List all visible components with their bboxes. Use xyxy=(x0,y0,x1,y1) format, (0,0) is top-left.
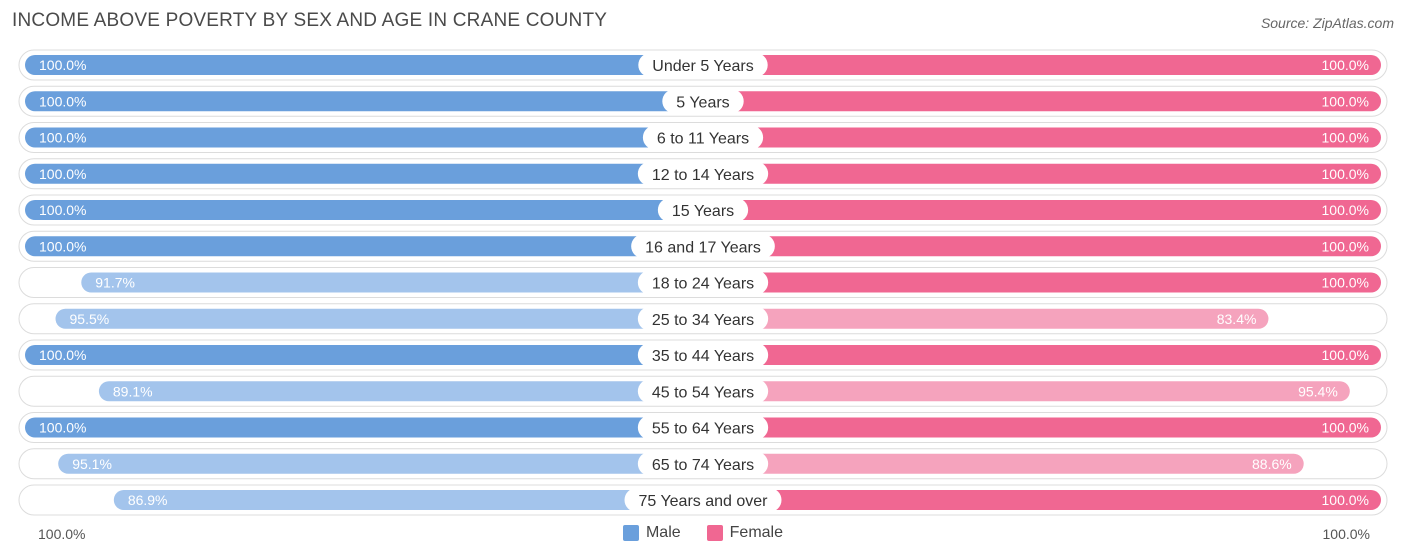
female-swatch xyxy=(706,525,723,541)
male-value-label: 86.9% xyxy=(128,492,168,508)
male-value-label: 100.0% xyxy=(39,93,86,109)
legend-male-label: Male xyxy=(645,524,681,541)
male-bar xyxy=(25,55,703,75)
category-pill xyxy=(657,198,749,222)
male-value-label: 100.0% xyxy=(39,57,86,73)
male-bar xyxy=(25,200,703,220)
female-bar xyxy=(703,308,1269,329)
category-label: 18 to 24 Years xyxy=(652,276,754,293)
female-bar xyxy=(703,417,1381,438)
male-bar xyxy=(25,91,703,112)
male-value-label: 95.5% xyxy=(70,311,110,327)
female-value-label: 100.0% xyxy=(1322,420,1369,436)
female-value-label: 100.0% xyxy=(1322,57,1369,73)
legend-item-female[interactable]: Female xyxy=(706,524,784,542)
male-bar xyxy=(113,490,704,510)
male-value-label: 100.0% xyxy=(39,420,86,436)
category-pill xyxy=(624,488,782,512)
female-bar xyxy=(703,163,1381,184)
female-bar xyxy=(703,345,1381,365)
category-pill xyxy=(642,125,764,150)
chart-title: INCOME ABOVE POVERTY BY SEX AND AGE IN C… xyxy=(12,10,608,31)
male-bar xyxy=(58,453,704,474)
female-value-label: 100.0% xyxy=(1322,492,1369,508)
female-bar xyxy=(703,55,1381,75)
male-value-label: 100.0% xyxy=(39,238,86,254)
female-value-label: 100.0% xyxy=(1322,93,1369,109)
category-label: 75 Years and over xyxy=(639,493,769,510)
male-value-label: 100.0% xyxy=(39,347,86,363)
female-bar xyxy=(703,127,1381,148)
male-bar xyxy=(25,345,703,365)
female-value-label: 100.0% xyxy=(1322,347,1369,363)
legend-item-male[interactable]: Male xyxy=(622,524,681,542)
male-bar xyxy=(98,381,704,402)
category-pill xyxy=(631,234,775,259)
category-pill xyxy=(637,306,769,331)
female-value-label: 88.6% xyxy=(1252,456,1292,472)
male-value-label: 89.1% xyxy=(113,383,153,399)
category-label: 6 to 11 Years xyxy=(657,131,749,148)
female-value-label: 100.0% xyxy=(1322,238,1369,254)
category-label: 12 to 14 Years xyxy=(652,167,754,184)
category-pill xyxy=(637,379,769,404)
category-label: 35 to 44 Years xyxy=(652,348,754,365)
axis-tick-left: 100.0% xyxy=(38,526,86,542)
category-label: Under 5 Years xyxy=(652,58,753,75)
female-bar xyxy=(703,490,1381,510)
female-value-label: 100.0% xyxy=(1322,275,1369,291)
male-value-label: 100.0% xyxy=(39,202,86,218)
male-bar xyxy=(81,272,704,293)
female-value-label: 83.4% xyxy=(1217,311,1257,327)
male-bar xyxy=(25,236,703,257)
category-label: 45 to 54 Years xyxy=(652,384,754,401)
category-label: 15 Years xyxy=(672,203,734,220)
category-pill xyxy=(638,53,768,77)
category-label: 55 to 64 Years xyxy=(652,421,754,438)
male-bar xyxy=(25,163,703,184)
male-value-label: 100.0% xyxy=(39,130,86,146)
female-value-label: 100.0% xyxy=(1322,130,1369,146)
legend-female-label: Female xyxy=(729,524,784,541)
female-bar xyxy=(703,453,1304,474)
female-bar xyxy=(703,381,1350,402)
axis-tick-right: 100.0% xyxy=(1322,526,1370,542)
female-value-label: 100.0% xyxy=(1322,166,1369,182)
category-label: 25 to 34 Years xyxy=(652,312,754,329)
female-bar xyxy=(703,272,1381,293)
male-bar xyxy=(25,417,703,438)
male-value-label: 95.1% xyxy=(72,456,112,472)
male-value-label: 91.7% xyxy=(95,275,135,291)
category-pill xyxy=(662,89,744,114)
female-value-label: 100.0% xyxy=(1322,202,1369,218)
category-pill xyxy=(637,451,769,476)
female-bar xyxy=(703,200,1381,220)
female-bar xyxy=(703,91,1381,112)
source-label: Source: ZipAtlas.com xyxy=(1260,15,1394,31)
legend: Male Female xyxy=(0,524,1406,542)
female-value-label: 95.4% xyxy=(1298,383,1338,399)
male-value-label: 100.0% xyxy=(39,166,86,182)
male-bar xyxy=(25,127,703,148)
male-bar xyxy=(55,308,703,329)
category-pill xyxy=(637,161,769,186)
category-pill xyxy=(637,270,769,295)
category-label: 5 Years xyxy=(676,94,729,111)
category-pill xyxy=(637,343,769,367)
category-pill xyxy=(637,415,769,440)
male-swatch xyxy=(622,525,639,541)
female-bar xyxy=(703,236,1381,257)
category-label: 65 to 74 Years xyxy=(652,457,754,474)
category-label: 16 and 17 Years xyxy=(645,239,761,256)
